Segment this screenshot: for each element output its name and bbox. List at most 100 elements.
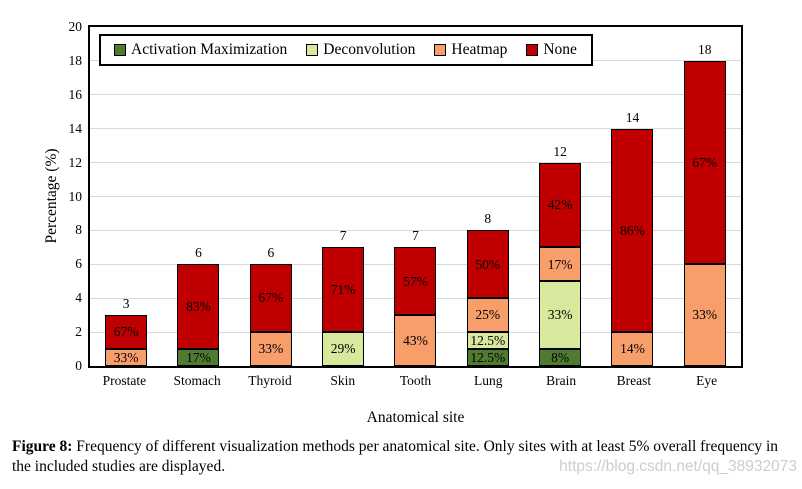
bar-column-breast: 14 14% 86% — [596, 110, 668, 366]
bar-segment-activation-maximization: 8% — [539, 349, 582, 366]
y-tick-label: 10 — [68, 188, 83, 204]
bar-segment-heatmap: 43% — [394, 315, 437, 366]
bar-stack: 7 29% 71% — [322, 228, 365, 366]
bar-segment-none: 86% — [611, 128, 654, 333]
gridline — [90, 196, 741, 197]
bar-segment-none: 83% — [177, 264, 220, 350]
bar-stack: 18 33% 67% — [683, 42, 726, 366]
bar-column-lung: 8 12.5% 12.5% 25% 50% — [452, 211, 524, 366]
y-tick-label: 14 — [68, 120, 83, 136]
bar-segment-none: 67% — [683, 60, 726, 265]
gridline — [90, 128, 741, 130]
bar-segment-label: 33% — [113, 349, 139, 365]
x-axis-title: Anatomical site — [366, 409, 465, 426]
legend-label: Deconvolution — [323, 41, 416, 58]
bar-segment-label: 25% — [475, 307, 501, 323]
bar-segment-none: 67% — [105, 315, 148, 350]
bar-segment-label: 12.5% — [470, 332, 506, 348]
figure-caption-text: Frequency of different visualization met… — [12, 438, 779, 476]
bar-segment-label: 42% — [547, 197, 573, 213]
bar-column-thyroid: 6 33% 67% — [235, 245, 307, 366]
figure-caption-label: Figure 8: — [12, 438, 73, 455]
bar-segment-deconvolution: 12.5% — [466, 332, 509, 350]
gridline — [90, 229, 741, 231]
bar-segment-label: 67% — [258, 290, 284, 306]
bar-segment-label: 14% — [620, 341, 645, 357]
legend-swatch-deconvolution-icon — [306, 44, 319, 56]
bar-segment-label: 43% — [403, 332, 428, 348]
legend-label: None — [543, 41, 577, 58]
bar-segment-deconvolution: 33% — [539, 281, 582, 350]
bar-segment-label: 83% — [186, 298, 211, 314]
bar-stack: 3 33% 67% — [105, 296, 148, 366]
bar-segment-heatmap: 25% — [466, 298, 509, 333]
bar-segment-label: 57% — [403, 273, 428, 289]
bar-segment-label: 17% — [547, 256, 573, 272]
bar-segment-none: 57% — [394, 247, 437, 316]
x-category-label-tooth: Tooth — [399, 373, 432, 388]
bar-total-label: 8 — [484, 211, 492, 227]
bar-segment-none: 42% — [539, 162, 582, 248]
y-tick-label: 18 — [68, 52, 83, 68]
bar-segment-label: 33% — [692, 307, 718, 323]
legend-item-activation-maximization: Activation Maximization — [114, 41, 287, 59]
bar-column-skin: 7 29% 71% — [307, 228, 379, 366]
y-tick-label: 8 — [75, 222, 82, 238]
bar-total-label: 12 — [553, 143, 567, 159]
bar-segment-heatmap: 33% — [105, 349, 148, 366]
legend: Activation Maximization Deconvolution Heat… — [99, 34, 593, 66]
bar-segment-activation-maximization: 17% — [177, 349, 220, 366]
legend-label: Activation Maximization — [131, 41, 288, 58]
bars-container: 3 33% 67% 6 17% 83% 6 33% 67% 7 29% 71% 7 43% 57% 8 12.5… — [90, 27, 741, 366]
gridline — [90, 94, 741, 96]
legend-item-deconvolution: Deconvolution — [306, 41, 415, 59]
y-tick-label: 12 — [68, 154, 83, 170]
y-tick-label: 20 — [68, 19, 83, 34]
bar-segment-label: 12.5% — [470, 349, 506, 365]
legend-item-none: None — [526, 41, 577, 59]
bar-column-eye: 18 33% 67% — [669, 42, 741, 366]
bar-column-brain: 12 8% 33% 17% 42% — [524, 144, 596, 366]
x-axis-category-labels: Prostate Stomach Thyroid Skin Tooth Lung Brain… — [88, 373, 743, 389]
legend-label: Heatmap — [451, 41, 508, 58]
bar-segment-label: 71% — [330, 281, 356, 297]
bar-column-prostate: 3 33% 67% — [90, 296, 162, 366]
x-category-label-thyroid: Thyroid — [248, 373, 292, 388]
x-category-label-lung: Lung — [474, 373, 503, 388]
x-category-label-eye: Eye — [696, 373, 718, 388]
y-tick-label: 0 — [75, 358, 82, 373]
bar-segment-none: 71% — [322, 247, 365, 333]
bar-segment-heatmap: 33% — [683, 264, 726, 366]
watermark: https://blog.csdn.net/qq_38932073 — [559, 458, 797, 475]
bar-total-label: 6 — [195, 245, 202, 261]
bar-segment-heatmap: 14% — [611, 332, 654, 366]
figure-caption: Figure 8: Frequency of different visuali… — [12, 437, 794, 478]
bar-segment-heatmap: 17% — [539, 247, 582, 282]
bar-total-label: 7 — [412, 228, 419, 244]
bar-segment-label: 29% — [330, 341, 356, 357]
bar-segment-label: 8% — [551, 349, 570, 365]
legend-swatch-activation-maximization-icon — [114, 44, 126, 56]
bar-segment-activation-maximization: 12.5% — [466, 349, 509, 366]
legend-swatch-none-icon — [526, 44, 539, 56]
bar-stack: 6 17% 83% — [177, 245, 220, 366]
y-tick-label: 16 — [68, 86, 83, 102]
y-axis-tick-labels: 0 2 4 6 8 10 12 14 16 18 20 — [0, 19, 83, 373]
bar-stack: 14 14% 86% — [611, 110, 654, 366]
bar-total-label: 14 — [625, 109, 640, 125]
bar-segment-none: 67% — [249, 264, 292, 333]
bar-total-label: 3 — [122, 296, 130, 312]
bar-total-label: 7 — [339, 228, 347, 244]
gridline — [90, 162, 741, 164]
x-category-label-skin: Skin — [330, 373, 356, 388]
legend-swatch-heatmap-icon — [434, 44, 447, 56]
bar-column-tooth: 7 43% 57% — [379, 228, 451, 366]
bar-stack: 6 33% 67% — [249, 245, 292, 366]
bar-stack: 12 8% 33% 17% 42% — [539, 144, 582, 366]
bar-segment-label: 67% — [692, 154, 718, 170]
bar-segment-label: 17% — [186, 349, 211, 365]
x-category-label-prostate: Prostate — [102, 373, 147, 388]
x-category-label-brain: Brain — [546, 373, 577, 388]
bar-segment-none: 50% — [466, 230, 509, 299]
y-tick-label: 2 — [75, 324, 82, 340]
